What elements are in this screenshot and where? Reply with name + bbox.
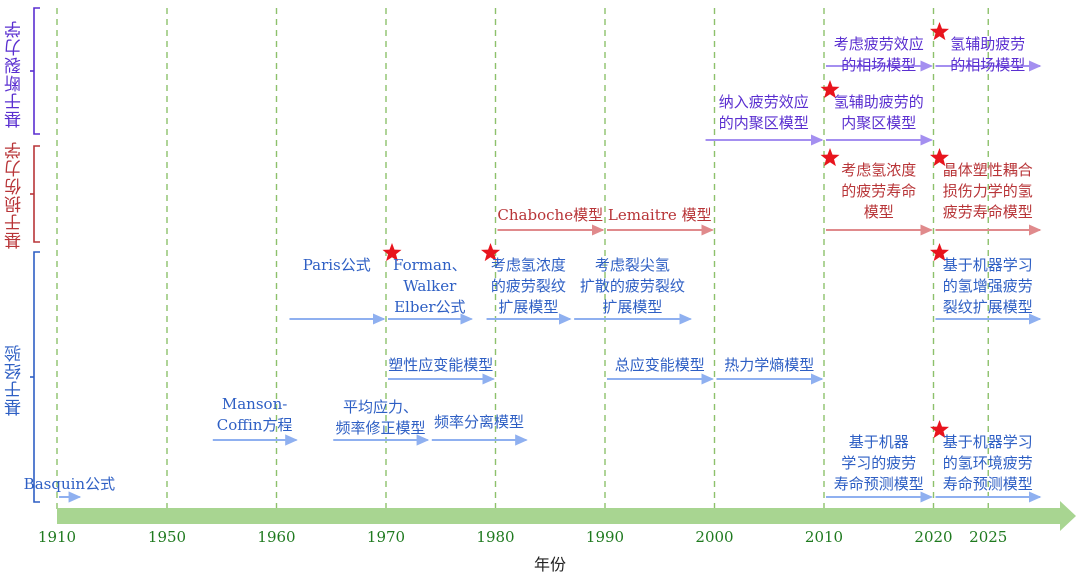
- tick-label-1980: 1980: [476, 528, 515, 546]
- timeline-item-11: 考虑裂尖氢 扩散的疲劳裂纹 扩展模型: [579, 256, 685, 316]
- tick-label-1960: 1960: [257, 528, 296, 546]
- timeline-item-15: 热力学熵模型: [724, 356, 815, 374]
- category-fracture-label: 基于断裂力学: [5, 20, 25, 128]
- highlight-star-icon: [820, 80, 840, 99]
- timeline-item-16: Manson- Coffin方程: [216, 395, 293, 434]
- tick-label-1950: 1950: [147, 528, 187, 546]
- timeline-axis: [57, 501, 1076, 531]
- highlight-star-icon: [930, 148, 949, 167]
- timeline-item-10: 考虑氢浓度 的疲劳裂纹 扩展模型: [490, 256, 566, 316]
- timeline-item-0: 考虑疲劳效应 的相场模型: [833, 35, 924, 74]
- tick-label-2010: 2010: [804, 528, 844, 546]
- timeline-item-21: 基于机器学习 的氢环境疲劳 寿命预测模型: [942, 433, 1033, 493]
- highlight-star-icon: [930, 22, 949, 41]
- bracket-fracture: [33, 7, 40, 135]
- category-damage-label: 基于损伤力学: [5, 141, 25, 249]
- timeline-item-1: 氢辅助疲劳 的相场模型: [950, 35, 1026, 74]
- timeline-item-12: 基于机器学习 的氢增强疲劳 裂纹扩展模型: [942, 256, 1033, 316]
- timeline-item-17: 平均应力、 频率修正模型: [335, 398, 426, 437]
- timeline-item-7: Lemaitre 模型: [607, 206, 712, 224]
- bracket-damage: [33, 145, 40, 243]
- timeline-item-13: 塑性应变能模型: [388, 356, 494, 374]
- x-axis-label: 年份: [533, 555, 567, 574]
- timeline-item-18: 频率分离模型: [434, 413, 525, 431]
- highlight-star-icon: [481, 243, 501, 262]
- timeline-item-4: 考虑氢浓度 的疲劳寿命 模型: [841, 161, 917, 221]
- highlight-star-icon: [820, 148, 840, 167]
- timeline-item-3: 氢辅助疲劳的 内聚区模型: [833, 93, 924, 132]
- timeline-item-6: Chaboche模型: [497, 206, 604, 224]
- tick-label-2020: 2020: [914, 528, 953, 546]
- timeline-item-5: 晶体塑性耦合 损伤力学的氢 疲劳寿命模型: [942, 161, 1033, 221]
- timeline-item-9: Forman、 Walker Elber公式: [392, 256, 467, 316]
- category-empirical-label: 基于经验: [5, 344, 25, 416]
- timeline-item-14: 总应变能模型: [614, 356, 705, 374]
- tick-label-2000: 2000: [695, 528, 734, 546]
- timeline-item-8: Paris公式: [302, 256, 371, 274]
- timeline-item-20: 基于机器 学习的疲劳 寿命预测模型: [833, 433, 924, 493]
- highlight-star-icon: [930, 243, 949, 262]
- tick-label-1990: 1990: [585, 528, 625, 546]
- highlight-star-icon: [930, 420, 949, 439]
- timeline-item-2: 纳入疲劳效应 的内聚区模型: [718, 93, 809, 132]
- tick-label-1910: 1910: [37, 528, 77, 546]
- bracket-empirical: [33, 251, 40, 503]
- highlight-star-icon: [382, 243, 402, 262]
- tick-label-2025: 2025: [969, 528, 1008, 546]
- tick-label-1970: 1970: [366, 528, 406, 546]
- timeline-item-19: Basquin公式: [23, 475, 116, 493]
